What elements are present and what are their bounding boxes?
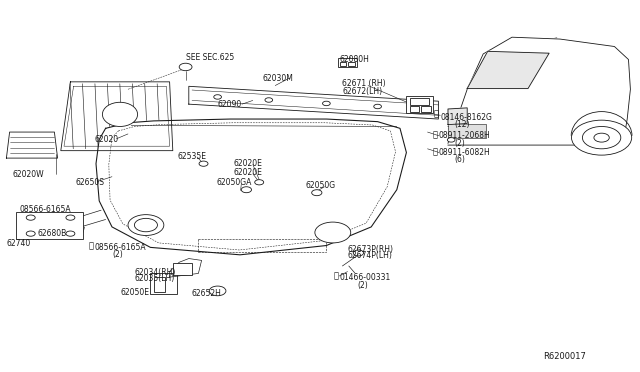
Text: Ⓝ: Ⓝ	[433, 130, 438, 139]
Text: 62673P(RH): 62673P(RH)	[348, 245, 394, 254]
Text: (12): (12)	[454, 120, 470, 129]
Text: 08566-6165A: 08566-6165A	[19, 205, 71, 214]
Text: Ⓝ: Ⓝ	[433, 147, 438, 156]
Text: 62020: 62020	[95, 135, 119, 144]
Text: 62650S: 62650S	[76, 178, 104, 187]
Text: 62671 (RH): 62671 (RH)	[342, 79, 386, 88]
Text: Ⓑ: Ⓑ	[434, 110, 439, 119]
Circle shape	[66, 231, 75, 236]
Polygon shape	[448, 37, 630, 145]
Circle shape	[255, 180, 264, 185]
Text: 62080H: 62080H	[339, 55, 369, 64]
Circle shape	[26, 215, 35, 220]
Text: (2): (2)	[357, 281, 368, 290]
Circle shape	[374, 104, 381, 109]
Text: 62050E: 62050E	[120, 288, 149, 296]
Bar	[421, 106, 431, 112]
Text: 62050G: 62050G	[306, 182, 336, 190]
Text: 08566-6165A: 08566-6165A	[95, 243, 147, 252]
Text: 62020W: 62020W	[13, 170, 44, 179]
Circle shape	[214, 95, 221, 99]
Text: 08911-2068H: 08911-2068H	[438, 131, 490, 140]
Polygon shape	[448, 108, 467, 125]
Polygon shape	[467, 51, 549, 89]
Circle shape	[594, 133, 609, 142]
Text: 62672(LH): 62672(LH)	[342, 87, 383, 96]
Text: 62674P(LH): 62674P(LH)	[348, 251, 392, 260]
Circle shape	[265, 98, 273, 102]
Text: 62090: 62090	[218, 100, 242, 109]
Text: R6200017: R6200017	[543, 352, 586, 361]
Text: 62740: 62740	[6, 239, 31, 248]
Circle shape	[315, 222, 351, 243]
Bar	[406, 96, 433, 113]
Text: SEE SEC.625: SEE SEC.625	[186, 53, 234, 62]
Text: 62020E: 62020E	[234, 169, 262, 177]
Text: 62652H: 62652H	[192, 289, 222, 298]
Circle shape	[66, 215, 75, 220]
Text: 08911-6082H: 08911-6082H	[438, 148, 490, 157]
Polygon shape	[61, 82, 173, 151]
Text: 08146-8162G: 08146-8162G	[440, 113, 492, 122]
Circle shape	[209, 286, 226, 296]
Text: (2): (2)	[454, 139, 465, 148]
Bar	[348, 62, 355, 66]
Bar	[448, 124, 486, 138]
Bar	[338, 58, 357, 67]
Text: 62020E: 62020E	[234, 159, 262, 168]
Text: (2): (2)	[112, 250, 123, 259]
Circle shape	[241, 187, 252, 193]
Polygon shape	[189, 86, 438, 119]
Text: 62030M: 62030M	[262, 74, 293, 83]
Text: 62050GA: 62050GA	[216, 178, 252, 187]
Bar	[340, 62, 346, 66]
Bar	[410, 98, 429, 105]
Bar	[16, 212, 83, 239]
Circle shape	[128, 215, 164, 235]
Circle shape	[447, 138, 455, 142]
Circle shape	[353, 250, 364, 256]
Polygon shape	[6, 132, 58, 158]
Ellipse shape	[102, 102, 138, 126]
Circle shape	[572, 120, 632, 155]
Bar	[173, 263, 192, 275]
Circle shape	[26, 231, 35, 236]
Polygon shape	[96, 119, 406, 255]
Circle shape	[179, 63, 192, 71]
Text: 62680B: 62680B	[37, 229, 67, 238]
Circle shape	[134, 218, 157, 232]
Circle shape	[582, 126, 621, 149]
Circle shape	[312, 190, 322, 196]
Bar	[150, 273, 177, 294]
Bar	[154, 277, 165, 292]
Circle shape	[412, 106, 420, 111]
Circle shape	[323, 101, 330, 106]
Text: Ⓢ: Ⓢ	[333, 272, 339, 280]
Text: Ⓢ: Ⓢ	[88, 242, 93, 251]
Text: (6): (6)	[454, 155, 465, 164]
Text: 62535E: 62535E	[178, 152, 207, 161]
Text: 01466-00331: 01466-00331	[339, 273, 390, 282]
Circle shape	[199, 161, 208, 166]
Bar	[410, 106, 419, 112]
Polygon shape	[170, 259, 202, 277]
Text: 62035(LH): 62035(LH)	[134, 275, 175, 283]
Text: 62034(RH): 62034(RH)	[134, 268, 176, 277]
